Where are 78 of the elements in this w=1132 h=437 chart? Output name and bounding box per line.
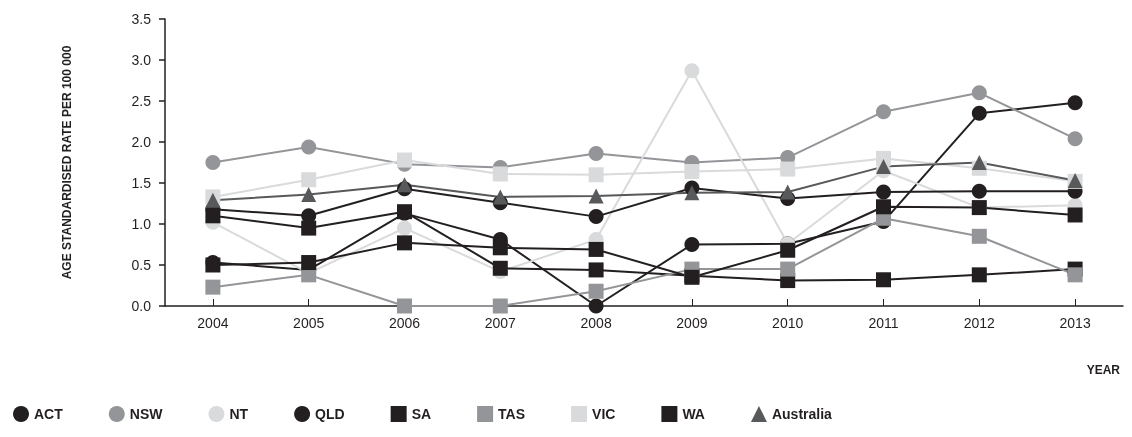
x-tick-label: 2009 [676,315,708,331]
point [876,159,891,175]
y-tick-label: 2.5 [131,93,152,109]
point [588,298,604,314]
legend-label: VIC [592,406,616,422]
x-tick-label: 2011 [868,315,899,331]
point [301,255,317,271]
point [492,166,508,182]
point [971,85,987,101]
point [876,104,891,120]
point [588,283,604,299]
point [397,235,412,251]
legend-label: WA [682,406,705,422]
point [876,272,891,288]
point [1067,131,1083,147]
y-tick-label: 0.0 [131,298,152,314]
point [397,220,412,236]
x-axis-title: YEAR [1086,363,1121,377]
point [588,262,604,278]
point [588,145,604,161]
legend-label: SA [411,406,432,422]
y-axis-title: AGE STANDARDISED RATE PER 100 000 [60,45,74,280]
point [301,220,317,236]
point [1067,95,1083,111]
y-tick-label: 1.0 [131,216,152,232]
point [780,161,796,177]
point [876,199,891,215]
y-tick-label: 3.0 [131,52,152,68]
point [1067,267,1083,283]
point [876,184,891,200]
point [492,260,508,276]
point [780,242,796,258]
point [1067,207,1083,223]
point [780,184,796,200]
x-tick-label: 2005 [293,315,325,331]
point [205,155,221,170]
point [205,279,221,295]
point [492,298,508,314]
y-tick-label: 2.0 [131,134,152,150]
x-tick-label: 2012 [963,315,996,331]
x-tick-label: 2010 [772,315,804,331]
legend-label: NT [229,406,249,422]
y-tick-label: 0.5 [131,257,152,273]
point [588,188,604,204]
x-tick-label: 2006 [388,315,421,331]
y-tick-label: 3.5 [131,11,152,27]
point [684,185,700,201]
point [971,267,987,283]
legend-label: ACT [34,406,64,422]
point [397,152,412,168]
point [684,237,700,252]
point [971,228,987,244]
point [780,261,796,277]
x-tick-label: 2013 [1059,315,1091,331]
x-tick-label: 2008 [580,315,612,331]
point [588,167,604,183]
point [971,105,987,121]
point [588,209,604,225]
legend-label: TAS [498,406,526,422]
point [684,63,700,79]
point [492,240,508,256]
point [588,241,604,257]
point [301,139,317,155]
legend-label: NSW [129,406,164,422]
x-tick-label: 2004 [197,315,229,331]
point [971,155,987,170]
legend-label: QLD [315,406,345,422]
point [971,183,987,199]
point [205,208,221,224]
point [397,177,412,193]
point [301,172,317,188]
point [397,298,412,314]
point [301,186,317,202]
point [492,189,508,205]
y-tick-label: 1.5 [131,175,152,191]
legend-label: Australia [771,406,833,422]
x-tick-label: 2007 [484,315,517,331]
point [684,164,700,180]
